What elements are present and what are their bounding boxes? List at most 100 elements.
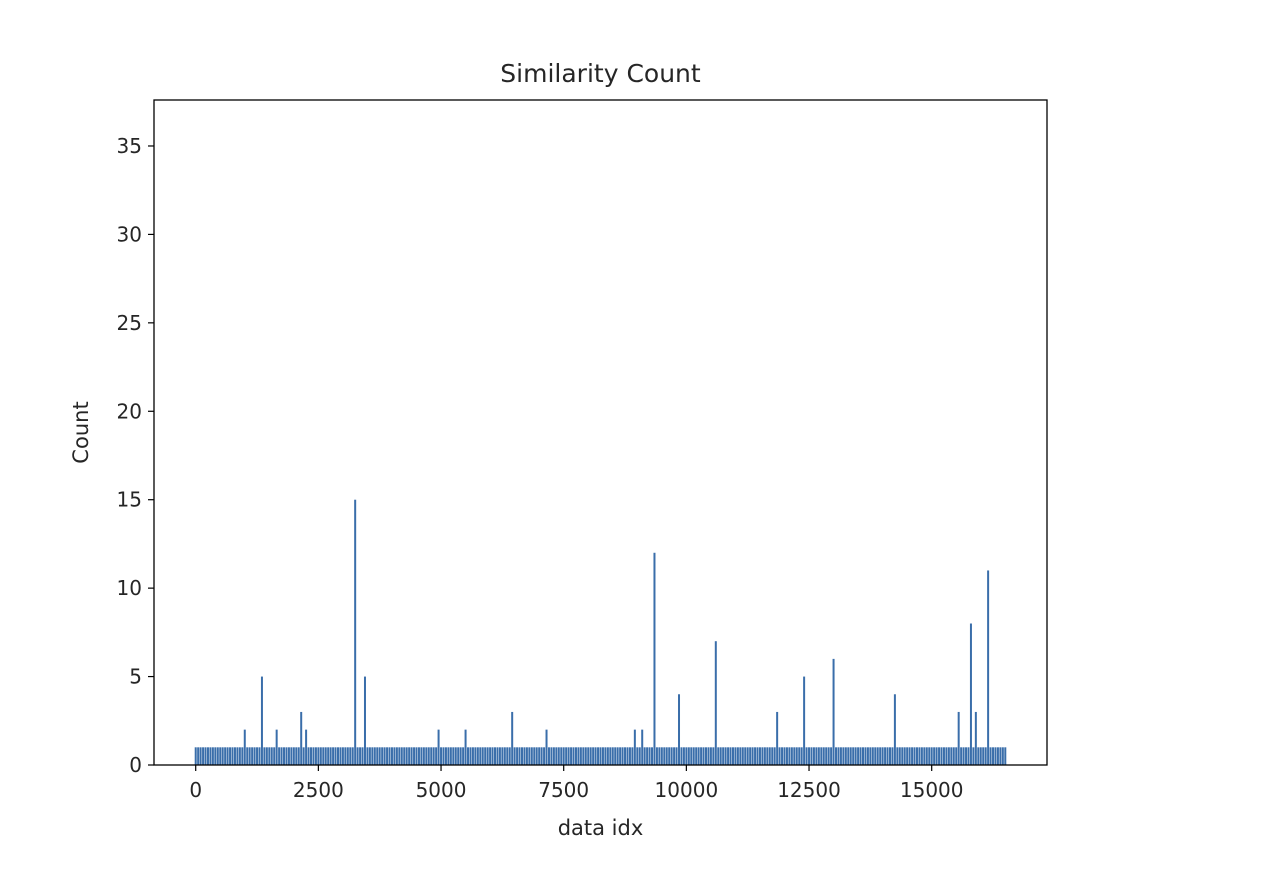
bar <box>594 747 597 765</box>
bar <box>425 747 428 765</box>
bar <box>869 747 872 765</box>
bar <box>898 747 901 765</box>
bar <box>538 747 541 765</box>
bar <box>390 747 393 765</box>
bar <box>582 747 585 765</box>
bar <box>955 747 958 765</box>
bar <box>685 747 688 765</box>
bar <box>295 747 298 765</box>
bar-peak <box>974 711 977 765</box>
bars-layer <box>194 499 1007 765</box>
bar-peak <box>437 729 440 765</box>
bar <box>557 747 560 765</box>
bar <box>403 747 406 765</box>
x-tick-label: 10000 <box>655 778 719 802</box>
bar <box>660 747 663 765</box>
bar <box>479 747 482 765</box>
bar <box>626 747 629 765</box>
bar <box>942 747 945 765</box>
bar <box>906 747 909 765</box>
bar <box>209 747 212 765</box>
bar <box>410 747 413 765</box>
bar-peak <box>803 676 806 765</box>
bar <box>520 747 523 765</box>
bar <box>231 747 234 765</box>
bar <box>754 747 757 765</box>
bar <box>805 747 808 765</box>
bar <box>638 747 641 765</box>
bar <box>329 747 332 765</box>
bar <box>432 747 435 765</box>
bar <box>251 747 254 765</box>
bar-peak <box>354 499 357 765</box>
x-tick-label: 12500 <box>777 778 841 802</box>
bar <box>393 747 396 765</box>
bar <box>584 747 587 765</box>
bar <box>663 747 666 765</box>
bar <box>749 747 752 765</box>
x-tick-label: 5000 <box>416 778 467 802</box>
bar <box>692 747 695 765</box>
bar <box>925 747 928 765</box>
bar <box>224 747 227 765</box>
bar <box>562 747 565 765</box>
bar <box>960 747 963 765</box>
bar <box>427 747 430 765</box>
bar <box>604 747 607 765</box>
y-tick-label: 25 <box>117 311 142 335</box>
bar <box>719 747 722 765</box>
bar <box>785 747 788 765</box>
bar <box>371 747 374 765</box>
bar <box>366 747 369 765</box>
bar <box>908 747 911 765</box>
bar <box>332 747 335 765</box>
bar <box>506 747 509 765</box>
bar <box>467 747 470 765</box>
bar <box>322 747 325 765</box>
bar <box>746 747 749 765</box>
bar <box>624 747 627 765</box>
bar <box>530 747 533 765</box>
bar <box>827 747 830 765</box>
bar <box>790 747 793 765</box>
bar <box>947 747 950 765</box>
bar <box>572 747 575 765</box>
bar <box>263 747 266 765</box>
bar <box>361 747 364 765</box>
bar <box>768 747 771 765</box>
bar-peak <box>464 729 467 765</box>
bar <box>977 747 980 765</box>
bar <box>913 747 916 765</box>
y-tick-label: 15 <box>117 488 142 512</box>
bar <box>643 747 646 765</box>
bar <box>758 747 761 765</box>
bar <box>731 747 734 765</box>
bar-peak <box>714 641 717 765</box>
bar-peak <box>260 676 263 765</box>
bar <box>579 747 582 765</box>
bar <box>373 747 376 765</box>
bar <box>442 747 445 765</box>
bar <box>631 747 634 765</box>
bar <box>766 747 769 765</box>
bar <box>359 747 362 765</box>
bar <box>481 747 484 765</box>
bar <box>395 747 398 765</box>
x-axis-label: data idx <box>558 816 644 840</box>
bar <box>793 747 796 765</box>
bar <box>690 747 693 765</box>
bar <box>516 747 519 765</box>
bar <box>253 747 256 765</box>
y-tick-label: 5 <box>129 665 142 689</box>
bar <box>278 747 281 765</box>
x-axis-ticks: 0 2500 5000 7500 10000 12500 15000 <box>189 765 964 802</box>
bar <box>862 747 864 765</box>
bar <box>935 747 938 765</box>
bar <box>825 747 828 765</box>
bar-peak <box>305 729 308 765</box>
bar <box>415 747 418 765</box>
bar <box>918 747 921 765</box>
bar <box>700 747 703 765</box>
plot-frame <box>153 99 1048 766</box>
bar <box>484 747 487 765</box>
